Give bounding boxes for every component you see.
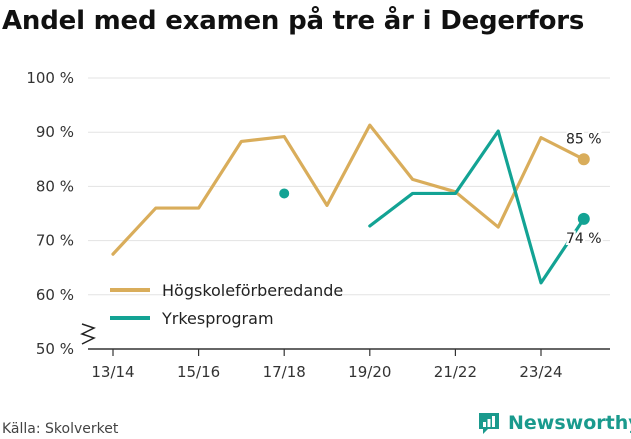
legend-label: Högskoleförberedande <box>162 281 343 300</box>
x-tick-label: 13/14 <box>91 363 134 381</box>
x-tick-label: 19/20 <box>348 363 391 381</box>
legend-label: Yrkesprogram <box>161 309 274 328</box>
y-tick-label: 80 % <box>36 177 74 195</box>
x-tick-label: 15/16 <box>177 363 220 381</box>
data-point <box>279 188 290 199</box>
y-tick-label: 100 % <box>26 69 74 87</box>
x-tick-label: 17/18 <box>263 363 306 381</box>
y-tick-label: 50 % <box>36 340 74 358</box>
brand: Newsworthy <box>476 410 631 436</box>
x-tick-label: 23/24 <box>519 363 562 381</box>
y-tick-label: 90 % <box>36 123 74 141</box>
chart-title: Andel med examen på tre år i Degerfors <box>2 6 585 36</box>
end-value-label: 74 % <box>566 231 602 247</box>
y-tick-label: 70 % <box>36 232 74 250</box>
y-tick-label: 60 % <box>36 286 74 304</box>
end-point <box>577 212 590 225</box>
source-credit: Källa: Skolverket <box>2 421 119 437</box>
end-value-label: 85 % <box>566 131 602 147</box>
axis-break-icon <box>80 323 96 345</box>
series-line <box>111 123 586 256</box>
end-point <box>577 153 590 166</box>
brand-name: Newsworthy <box>508 412 631 434</box>
newsworthy-logo-icon <box>479 413 499 434</box>
x-tick-label: 21/22 <box>434 363 477 381</box>
series-line <box>368 129 586 285</box>
